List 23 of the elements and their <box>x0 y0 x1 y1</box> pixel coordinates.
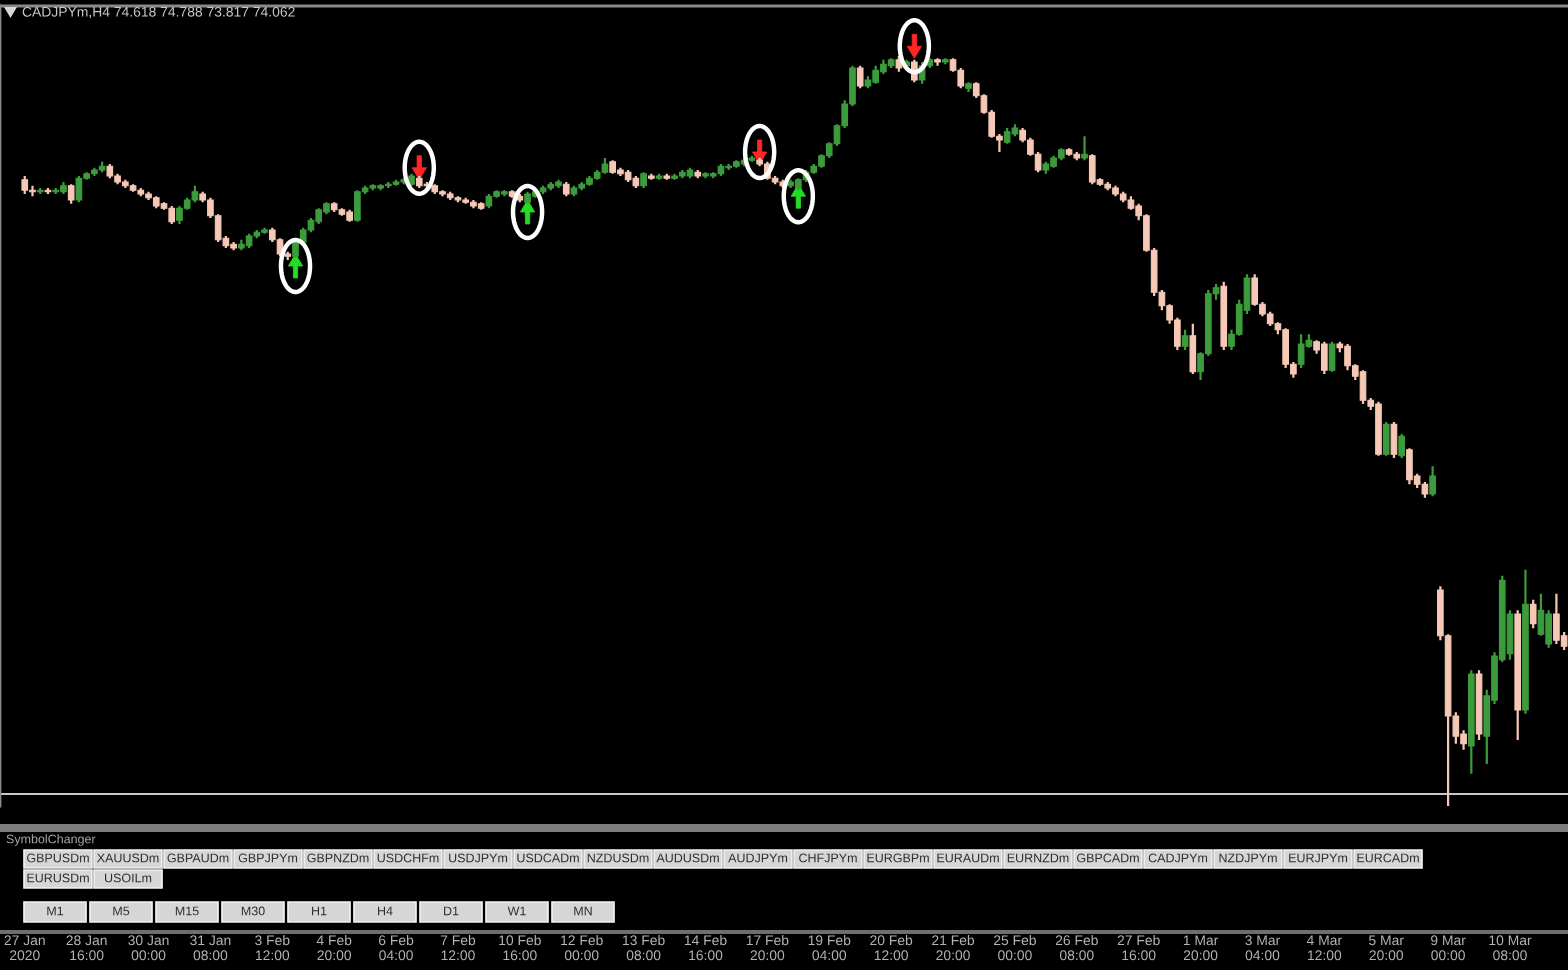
candlestick <box>1320 340 1328 376</box>
candlestick <box>1429 465 1436 498</box>
candlestick <box>1537 592 1545 637</box>
candlestick <box>1344 342 1351 372</box>
candlestick <box>1382 420 1390 457</box>
candlestick <box>1553 592 1560 646</box>
candlestick <box>1406 447 1413 486</box>
candlestick <box>1529 598 1537 630</box>
candlestick <box>856 64 864 90</box>
candlestick <box>354 189 361 223</box>
candlestick <box>1297 333 1305 370</box>
candlestick <box>1359 369 1367 406</box>
candlestick <box>1282 327 1289 370</box>
candlestick <box>1398 432 1406 460</box>
candlestick <box>1181 328 1189 352</box>
candlestick <box>1189 322 1197 376</box>
candlestick <box>1328 340 1336 373</box>
candlestick <box>957 66 965 90</box>
candlestick <box>1390 420 1398 460</box>
candlestick <box>1081 135 1088 162</box>
candlestick <box>75 174 83 204</box>
candlestick <box>1088 153 1096 186</box>
candlestick <box>67 183 75 205</box>
